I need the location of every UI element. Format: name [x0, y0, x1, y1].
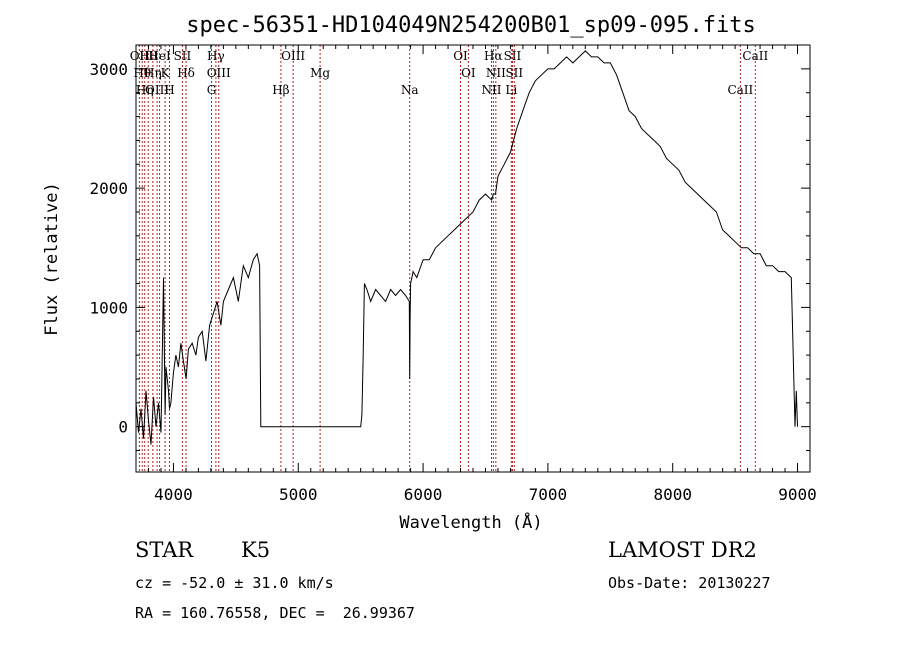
- line-label: Na: [401, 83, 419, 97]
- y-axis: 0 1000 2000 3000: [89, 44, 810, 452]
- line-label: OIII: [281, 49, 305, 63]
- line-label: NII: [486, 66, 506, 80]
- line-label: CaII: [742, 49, 768, 63]
- line-label: Hη: [144, 66, 162, 80]
- line-label: K: [161, 66, 171, 80]
- x-tick-label: 4000: [154, 485, 193, 504]
- object-class: STAR: [135, 538, 194, 562]
- x-tick-label: 5000: [279, 485, 318, 504]
- spectral-line-markers: [138, 45, 756, 472]
- y-tick-label: 1000: [89, 298, 128, 317]
- x-tick-label: 8000: [653, 485, 692, 504]
- line-label: Hδ: [177, 66, 195, 80]
- line-label: Mg: [310, 66, 330, 80]
- line-label: OI: [453, 49, 468, 63]
- line-label: Hη: [136, 83, 154, 97]
- line-label: CaII: [727, 83, 753, 97]
- y-tick-label: 2000: [89, 179, 128, 198]
- spectral-subclass: K5: [241, 538, 271, 562]
- x-tick-label: 6000: [404, 485, 443, 504]
- redshift-cz: cz = -52.0 ± 31.0 km/s: [135, 574, 334, 592]
- x-tick-label: 7000: [529, 485, 568, 504]
- line-label: OIII: [145, 83, 169, 97]
- line-label: NII: [481, 83, 501, 97]
- x-axis-label: Wavelength (Å): [399, 511, 542, 533]
- observation-date: Obs-Date: 20130227: [608, 574, 771, 592]
- line-label: Hβ: [272, 83, 289, 97]
- x-tick-label: 9000: [778, 485, 817, 504]
- line-label: SII: [504, 49, 522, 63]
- survey-name: LAMOST DR2: [608, 538, 757, 562]
- line-label: OIII: [207, 66, 231, 80]
- line-label: Hθ: [139, 49, 157, 63]
- line-label: Hα: [484, 49, 503, 63]
- y-tick-label: 0: [118, 418, 128, 437]
- line-label: Li: [505, 83, 517, 97]
- line-label: OII: [130, 49, 150, 63]
- y-tick-label: 3000: [89, 60, 128, 79]
- line-label: HeI: [148, 49, 171, 63]
- line-label: SII: [505, 66, 523, 80]
- line-label: Hγ: [207, 49, 225, 63]
- line-label: G: [207, 83, 217, 97]
- line-label: Hθ: [133, 66, 151, 80]
- line-label: H: [164, 83, 174, 97]
- spectrum-line: [135, 50, 798, 445]
- plot-frame: [135, 44, 811, 473]
- chart-title: spec-56351-HD104049N254200B01_sp09-095.f…: [186, 13, 756, 38]
- x-axis: 4000 5000 6000 7000 8000 9000: [135, 45, 817, 504]
- y-axis-label: Flux (relative): [42, 182, 62, 336]
- ra-dec-coordinates: RA = 160.76558, DEC = 26.99367: [135, 604, 415, 622]
- spectral-line-labels: OIIHθHηHθHηOIIIHeIKHSIIHδGHγOIIIHβOIIIMg…: [130, 49, 769, 97]
- line-label: SII: [174, 49, 192, 63]
- line-label: OI: [461, 66, 476, 80]
